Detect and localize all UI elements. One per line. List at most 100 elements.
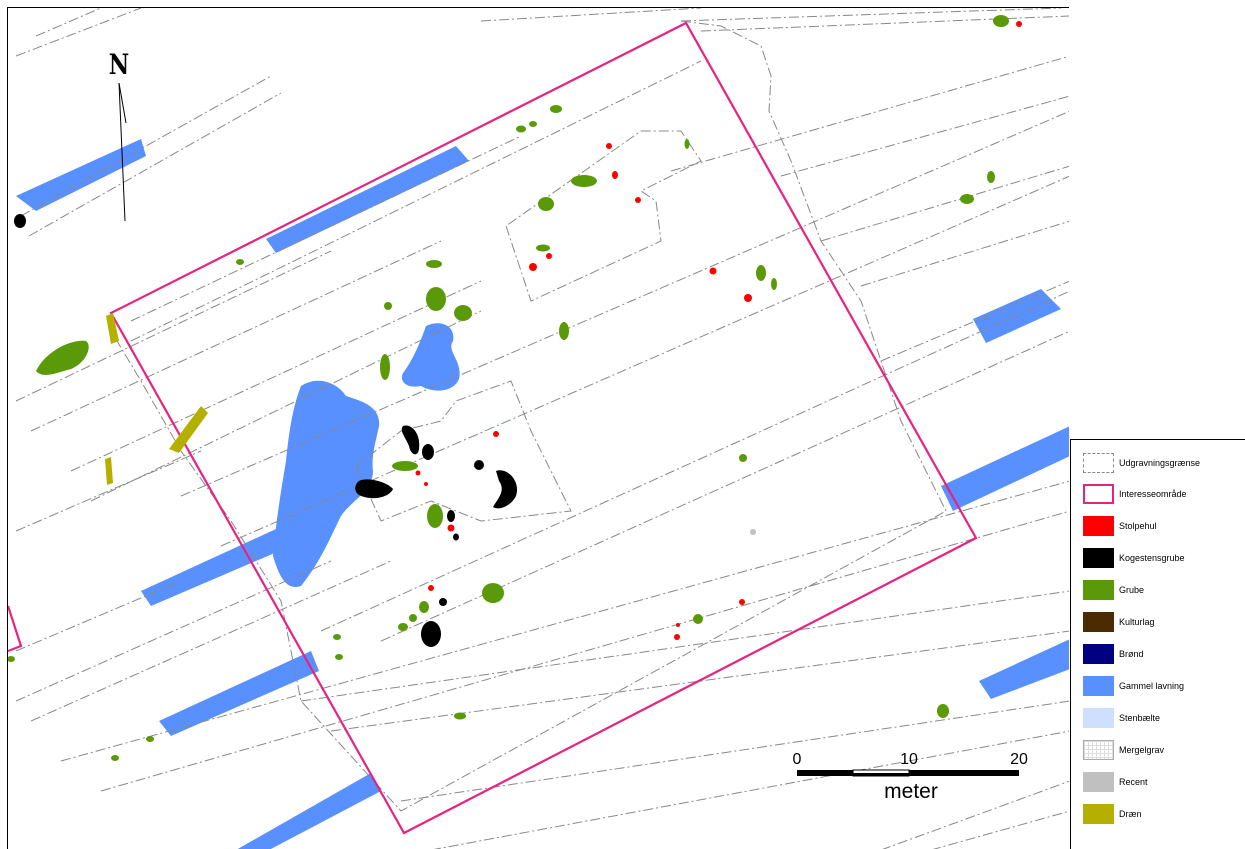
pit	[739, 454, 747, 462]
pit	[426, 260, 442, 268]
old-hollow-band	[141, 529, 291, 606]
old-hollow-band	[979, 639, 1069, 699]
cooking-pit	[355, 479, 393, 499]
legend-item: Gammel lavning	[1083, 676, 1243, 700]
legend-label: Grube	[1119, 585, 1145, 595]
cooking-pit	[422, 444, 434, 460]
posthole	[739, 599, 745, 605]
legend-item: Mergelgrav	[1083, 740, 1243, 764]
old-hollow-small	[401, 323, 460, 391]
pit	[693, 614, 703, 624]
pit-large	[36, 340, 89, 375]
legend-label: Interesseområde	[1119, 489, 1187, 499]
legend-swatch	[1083, 804, 1114, 824]
legend-item: Recent	[1083, 772, 1243, 796]
pit	[516, 125, 526, 133]
posthole	[447, 524, 455, 532]
cooking-pit	[421, 621, 441, 647]
legend-item: Grube	[1083, 580, 1243, 604]
pit	[771, 278, 777, 290]
pit	[335, 654, 343, 660]
legend-item: Stenbælte	[1083, 708, 1243, 732]
legend-label: Kulturlag	[1119, 617, 1155, 627]
pit	[146, 736, 154, 742]
legend-swatch	[1083, 548, 1114, 568]
scale-unit: meter	[884, 780, 938, 803]
drain	[169, 406, 208, 453]
recent-feature	[750, 529, 756, 535]
legend-item: Stolpehul	[1083, 516, 1243, 540]
posthole	[1016, 21, 1022, 27]
pit	[409, 614, 417, 622]
legend-swatch	[1083, 484, 1114, 504]
legend-item: Kogestensgrube	[1083, 548, 1243, 572]
pit	[987, 171, 995, 183]
pit	[384, 302, 392, 310]
pit-layer	[8, 15, 1009, 761]
posthole	[606, 143, 612, 149]
pit	[684, 139, 690, 149]
legend-swatch	[1083, 580, 1114, 600]
legend-swatch	[1083, 516, 1114, 536]
old-hollow-band	[16, 139, 146, 211]
cooking-pit	[439, 598, 447, 606]
pit	[559, 322, 569, 340]
posthole	[424, 482, 428, 486]
scale-bar: 0 10 20 meter	[793, 751, 1028, 803]
pit	[960, 194, 974, 204]
cooking-pit-layer	[14, 214, 518, 647]
pit	[398, 623, 408, 631]
posthole	[529, 263, 537, 271]
pit	[454, 712, 466, 720]
pit	[426, 287, 446, 311]
legend-swatch	[1083, 676, 1114, 696]
drain-layer	[105, 313, 208, 485]
pit	[538, 197, 554, 211]
pit	[111, 755, 119, 761]
pit	[236, 259, 244, 265]
old-hollow-band	[237, 773, 381, 849]
legend-swatch	[1083, 612, 1114, 632]
legend-label: Udgravningsgrænse	[1119, 458, 1201, 468]
old-hollow-band	[941, 426, 1069, 511]
posthole	[415, 470, 421, 476]
posthole	[546, 253, 552, 259]
scale-tick-0: 0	[793, 751, 802, 768]
legend-swatch	[1083, 740, 1114, 760]
drain	[106, 313, 119, 344]
legend-label: Mergelgrav	[1119, 745, 1165, 755]
pit	[937, 704, 949, 718]
legend-item: Kulturlag	[1083, 612, 1243, 636]
pit	[333, 634, 341, 640]
pit	[536, 244, 550, 252]
pit	[482, 583, 504, 603]
pit	[993, 15, 1009, 27]
legend-label: Brønd	[1119, 649, 1144, 659]
pit	[392, 461, 418, 471]
pit	[454, 305, 472, 321]
legend-item: Udgravningsgrænse	[1083, 453, 1243, 477]
pit	[419, 601, 429, 613]
cooking-pit	[474, 460, 484, 470]
north-label: N	[109, 47, 129, 80]
posthole	[709, 267, 717, 275]
posthole	[635, 197, 641, 203]
interest-area	[109, 21, 978, 835]
legend-item: Brønd	[1083, 644, 1243, 668]
posthole	[674, 634, 680, 640]
scale-tick-20: 20	[1010, 751, 1028, 768]
posthole	[744, 294, 752, 302]
legend-label: Kogestensgrube	[1119, 553, 1185, 563]
posthole	[612, 171, 618, 179]
legend-swatch	[1083, 708, 1114, 728]
legend-panel: Udgravningsgrænse Interesseområde Stolpehu…	[1070, 439, 1245, 849]
pit	[427, 504, 443, 528]
legend-swatch	[1083, 772, 1114, 792]
map-frame[interactable]: N 0 10 20 meter	[7, 7, 1069, 849]
legend-label: Gammel lavning	[1119, 681, 1185, 691]
excavation-map[interactable]: N 0 10 20 meter	[8, 8, 1069, 849]
scale-tick-10: 10	[900, 751, 918, 768]
old-hollow-large	[273, 380, 380, 587]
cooking-pit	[493, 470, 518, 509]
legend-label: Stenbælte	[1119, 713, 1161, 723]
